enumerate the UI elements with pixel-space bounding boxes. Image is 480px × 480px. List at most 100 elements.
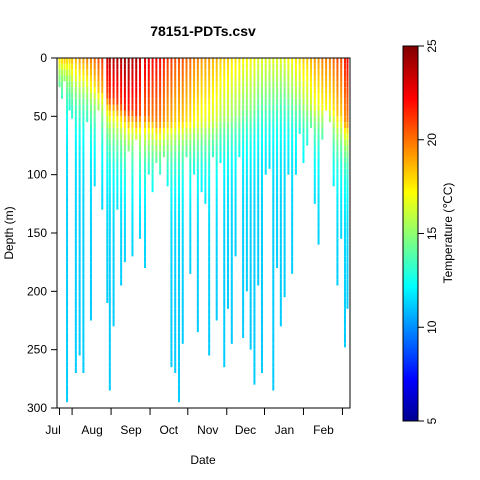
temperature-profile: [147, 58, 150, 175]
profile-segment: [185, 81, 188, 88]
profile-segment: [253, 116, 256, 123]
profile-segment: [170, 122, 173, 128]
profile-segment: [66, 303, 69, 309]
profile-segment: [227, 87, 230, 93]
profile-segment: [170, 198, 173, 204]
profile-segment: [174, 314, 177, 321]
profile-segment: [306, 63, 309, 70]
profile-segment: [106, 273, 109, 280]
profile-segment: [204, 81, 207, 88]
profile-segment: [108, 285, 111, 292]
profile-segment: [185, 104, 188, 111]
profile-segment: [89, 209, 92, 216]
profile-segment: [108, 233, 111, 239]
profile-segment: [131, 215, 134, 222]
profile-segment: [66, 81, 69, 88]
profile-segment: [253, 168, 256, 175]
profile-segment: [287, 122, 290, 128]
profile-segment: [181, 93, 184, 99]
profile-segment: [170, 256, 173, 263]
profile-segment: [204, 63, 207, 70]
profile-segment: [74, 215, 77, 222]
profile-segment: [135, 110, 138, 117]
profile-segment: [343, 198, 346, 204]
colorbar: [402, 45, 419, 422]
profile-segment: [336, 168, 339, 175]
profile-segment: [177, 81, 180, 88]
profile-segment: [112, 227, 115, 233]
profile-segment: [264, 168, 267, 175]
profile-segment: [227, 58, 230, 64]
profile-segment: [257, 87, 260, 93]
profile-segment: [279, 303, 282, 309]
profile-segment: [193, 110, 196, 117]
profile-segment: [108, 157, 111, 163]
profile-segment: [189, 168, 192, 175]
profile-segment: [106, 238, 109, 245]
profile-segment: [230, 163, 233, 169]
temperature-profile: [223, 58, 226, 368]
profile-segment: [93, 174, 96, 181]
profile-segment: [287, 163, 290, 169]
profile-segment: [106, 98, 109, 105]
profile-segment: [71, 81, 74, 88]
profile-segment: [215, 75, 218, 82]
profile-segment: [101, 168, 104, 175]
profile-segment: [112, 180, 115, 187]
profile-segment: [97, 75, 100, 82]
profile-segment: [123, 180, 126, 187]
profile-segment: [123, 192, 126, 198]
profile-segment: [283, 209, 286, 216]
profile-segment: [238, 63, 241, 70]
profile-segment: [257, 244, 260, 251]
profile-segment: [189, 238, 192, 245]
profile-segment: [317, 69, 320, 76]
profile-segment: [74, 308, 77, 315]
profile-segment: [291, 174, 294, 181]
profile-segment: [227, 227, 230, 233]
profile-segment: [279, 279, 282, 286]
profile-segment: [189, 157, 192, 163]
profile-segment: [138, 151, 141, 158]
profile-segment: [101, 98, 104, 105]
profile-segment: [272, 203, 275, 210]
profile-segment: [253, 338, 256, 344]
profile-segment: [82, 349, 85, 356]
profile-segment: [112, 116, 115, 123]
profile-segment: [196, 98, 199, 105]
profile-segment: [135, 87, 138, 93]
profile-segment: [310, 63, 313, 70]
profile-segment: [242, 198, 245, 204]
profile-segment: [177, 297, 180, 303]
profile-segment: [321, 133, 324, 140]
profile-segment: [291, 116, 294, 123]
profile-segment: [343, 180, 346, 187]
profile-segment: [108, 110, 111, 117]
profile-segment: [343, 291, 346, 298]
profile-segment: [78, 186, 81, 193]
profile-segment: [127, 110, 130, 117]
profile-segment: [227, 168, 230, 175]
profile-segment: [302, 116, 305, 123]
profile-segment: [219, 122, 222, 128]
profile-segment: [82, 151, 85, 158]
profile-segment: [144, 139, 147, 146]
profile-segment: [106, 174, 109, 181]
profile-segment: [242, 110, 245, 117]
profile-segment: [120, 104, 123, 111]
profile-segment: [208, 279, 211, 286]
profile-segment: [272, 192, 275, 198]
profile-segment: [245, 262, 248, 268]
temperature-profile: [336, 58, 339, 286]
profile-segment: [298, 63, 301, 70]
profile-segment: [66, 355, 69, 362]
profile-segment: [234, 250, 237, 257]
profile-segment: [89, 163, 92, 169]
profile-segment: [177, 244, 180, 251]
profile-segment: [291, 186, 294, 193]
profile-segment: [249, 104, 252, 111]
profile-segment: [211, 133, 214, 140]
profile-segment: [93, 58, 96, 64]
profile-segment: [193, 81, 196, 88]
profile-segment: [317, 139, 320, 146]
